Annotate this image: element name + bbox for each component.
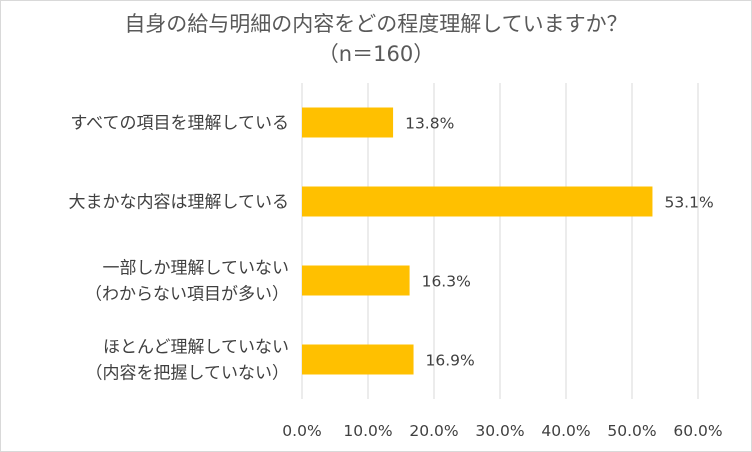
bar (302, 265, 410, 296)
bar (302, 107, 394, 138)
data-label: 16.3% (422, 273, 471, 291)
chart-subtitle: （n＝160） (317, 42, 435, 66)
bar (302, 344, 414, 375)
x-tick-label: 40.0% (541, 422, 590, 440)
category-label: すべての項目を理解している (70, 114, 289, 134)
x-tick-label: 60.0% (673, 422, 722, 440)
chart-title: 自身の給与明細の内容をどの程度理解していますか？ (124, 12, 628, 36)
bar (302, 186, 653, 217)
x-tick-label: 30.0% (475, 422, 524, 440)
data-label: 16.9% (426, 352, 475, 370)
x-tick-label: 50.0% (607, 422, 656, 440)
data-label: 13.8% (405, 115, 454, 133)
category-label: （わからない項目が多い） (85, 285, 289, 305)
category-label: 一部しか理解していない (103, 259, 290, 279)
category-label: ほとんど理解していない (103, 338, 289, 358)
x-tick-label: 10.0% (343, 422, 392, 440)
category-label: （内容を把握していない） (86, 364, 290, 384)
x-tick-label: 0.0% (282, 422, 321, 440)
chart-title-block: 自身の給与明細の内容をどの程度理解していますか？ （n＝160） (1, 9, 751, 69)
x-tick-label: 20.0% (409, 422, 458, 440)
category-label: 大まかな内容は理解している (69, 193, 290, 213)
data-label: 53.1% (664, 194, 713, 212)
